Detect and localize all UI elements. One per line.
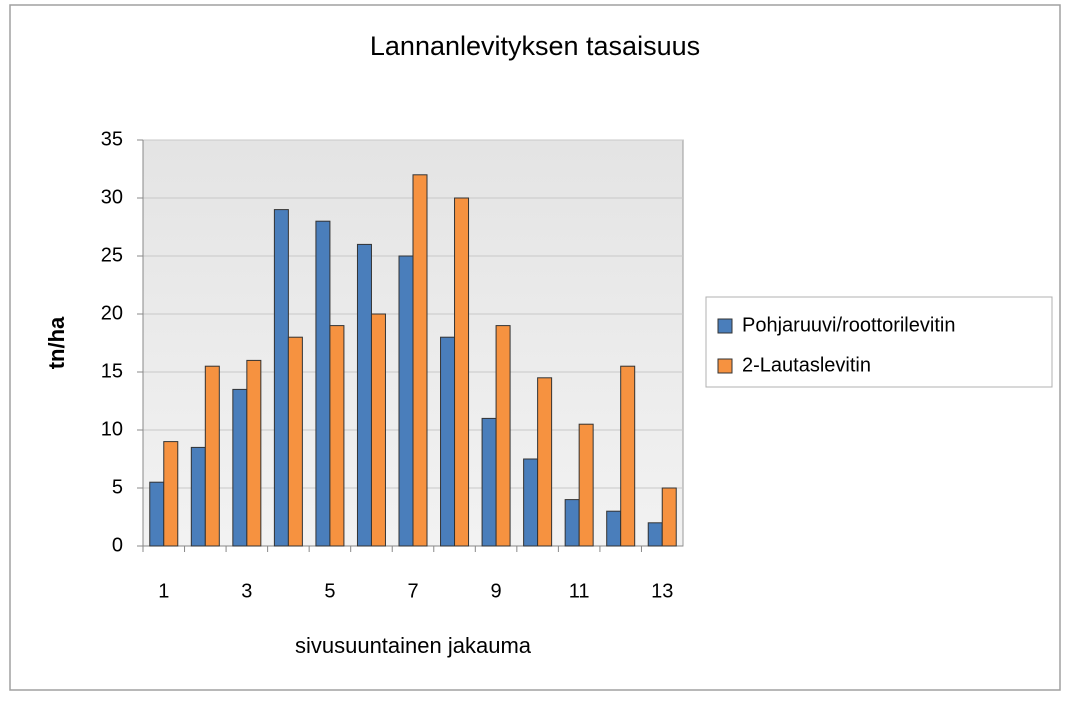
bar xyxy=(329,325,345,547)
y-tick-label: 10 xyxy=(101,418,123,440)
bar xyxy=(481,417,497,547)
x-tick-label: 3 xyxy=(241,580,252,602)
legend-swatch xyxy=(717,318,733,334)
bar xyxy=(287,336,303,547)
x-tick-label: 11 xyxy=(569,580,590,602)
y-tick-label: 5 xyxy=(112,476,123,498)
bar xyxy=(190,446,206,547)
bar xyxy=(564,499,580,547)
bar xyxy=(315,220,331,547)
y-tick-label: 15 xyxy=(101,360,123,382)
bar xyxy=(412,174,428,547)
x-tick-label: 9 xyxy=(491,580,502,602)
legend-label: 2-Lautaslevitin xyxy=(742,354,871,376)
legend-label: Pohjaruuvi/roottorilevitin xyxy=(742,314,955,336)
x-tick-label: 7 xyxy=(407,580,418,602)
bar xyxy=(440,336,456,547)
bar xyxy=(523,458,539,547)
bar xyxy=(454,197,470,547)
bar xyxy=(606,510,622,547)
bar xyxy=(232,388,248,547)
bar xyxy=(149,481,165,547)
y-axis-label: tn/ha xyxy=(44,316,69,369)
y-tick-label: 35 xyxy=(101,128,123,150)
bar xyxy=(356,243,372,547)
bar xyxy=(273,209,289,547)
chart-title: Lannanlevityksen tasaisuus xyxy=(370,31,700,61)
y-tick-label: 25 xyxy=(101,244,123,266)
bar xyxy=(398,255,414,547)
x-axis-label: sivusuuntainen jakauma xyxy=(295,633,532,658)
bar xyxy=(620,365,636,547)
bar xyxy=(661,487,677,547)
bar xyxy=(204,365,220,547)
bar xyxy=(370,313,386,547)
bar xyxy=(495,325,511,547)
legend-swatch xyxy=(717,358,733,374)
legend xyxy=(705,296,1053,388)
bar xyxy=(246,359,262,547)
y-tick-label: 0 xyxy=(112,534,123,556)
bar xyxy=(647,522,663,547)
bar xyxy=(578,423,594,547)
x-tick-label: 5 xyxy=(324,580,335,602)
bar xyxy=(537,377,553,547)
bar xyxy=(163,441,179,547)
y-tick-label: 20 xyxy=(101,302,123,324)
y-tick-label: 30 xyxy=(101,186,123,208)
x-tick-label: 13 xyxy=(651,580,673,602)
x-tick-label: 1 xyxy=(158,580,169,602)
